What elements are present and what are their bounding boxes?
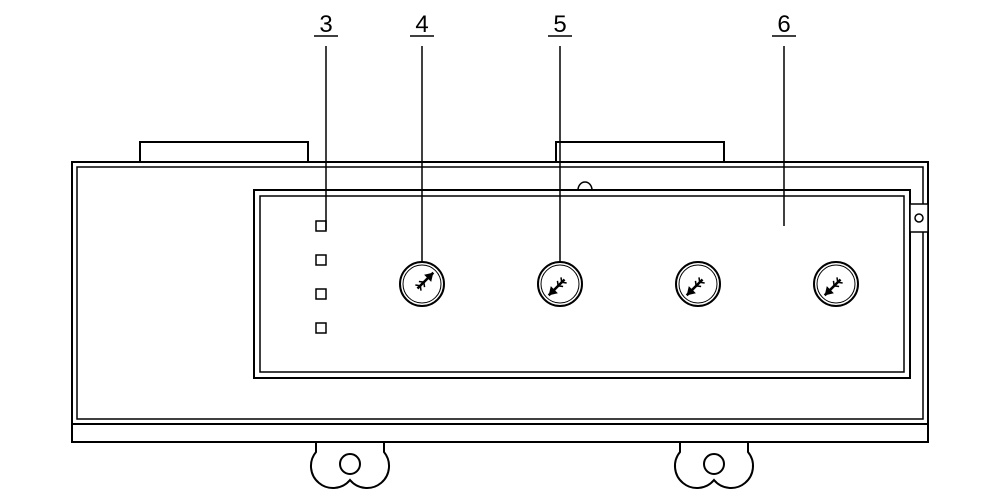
indicator-light-3	[316, 323, 326, 333]
indicator-light-2	[316, 289, 326, 299]
callout-label-4: 4	[415, 11, 428, 38]
callout-label-5: 5	[553, 11, 566, 38]
bottom-bar	[72, 424, 928, 442]
indicator-light-0	[316, 221, 326, 231]
panel-notch	[578, 182, 592, 190]
callout-label-3: 3	[319, 11, 332, 38]
outer-enclosure	[72, 162, 928, 424]
outer-enclosure-inner	[77, 167, 923, 419]
knob-3	[814, 262, 858, 306]
knob-2	[676, 262, 720, 306]
mounting-bracket-0	[311, 442, 389, 488]
knob-0	[400, 262, 444, 306]
panel-hinge	[910, 204, 928, 232]
callout-label-6: 6	[777, 11, 790, 38]
knob-1	[538, 262, 582, 306]
top-tab-1	[556, 142, 724, 162]
indicator-light-1	[316, 255, 326, 265]
technical-diagram: 3 4 5 6	[0, 0, 1000, 500]
mounting-bracket-1	[675, 442, 753, 488]
top-tab-0	[140, 142, 308, 162]
